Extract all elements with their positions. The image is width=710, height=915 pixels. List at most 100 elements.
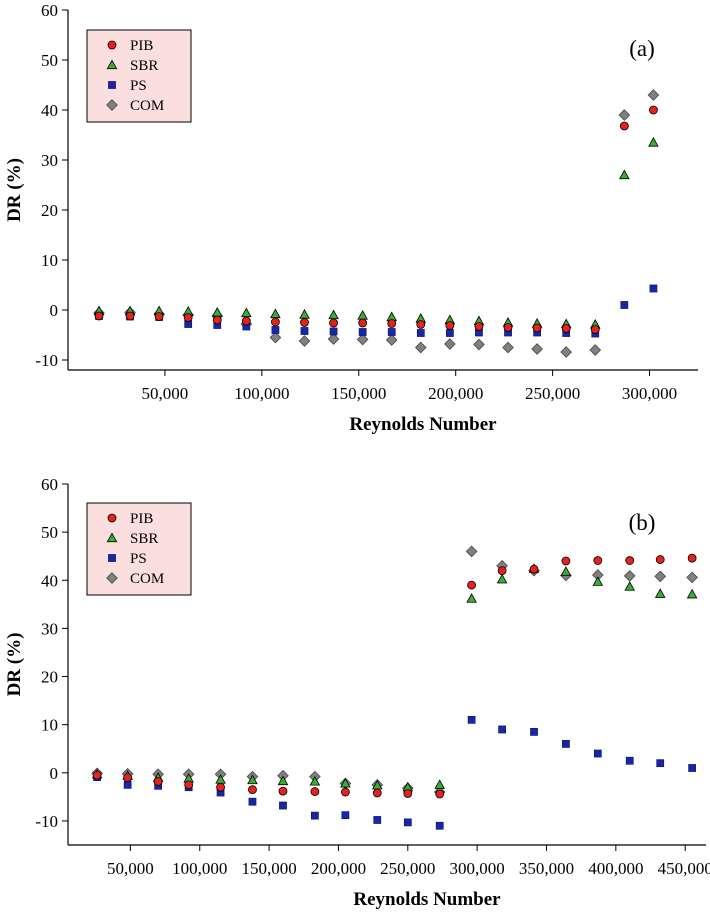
data-point-ps (656, 759, 665, 768)
legend-marker-pib (107, 513, 117, 523)
data-point-com (654, 570, 667, 583)
x-tick-label: 250,000 (525, 384, 580, 403)
chart-panel-a: -10 0 10 20 30 40 50 60 50,000 100,000 150,000 200,… (4, 1, 698, 435)
chart-panel-b: -10 0 10 20 30 40 50 60 50,000 100,000 150,000 200,… (4, 475, 710, 910)
y-tick-label: 0 (50, 764, 59, 783)
data-point-pib (561, 556, 571, 566)
data-point-pib (655, 555, 665, 564)
data-point-sbr (619, 169, 630, 180)
series-pib (94, 105, 658, 334)
data-point-pib (561, 324, 571, 333)
data-point-ps (467, 715, 476, 724)
data-point-pib (649, 105, 658, 115)
data-point-pib (532, 323, 542, 333)
x-tick-label: 50,000 (142, 384, 189, 403)
legend-label-pib: PIB (130, 38, 153, 54)
data-point-com (269, 331, 282, 344)
y-tick-label: 20 (41, 201, 58, 220)
data-point-pib (358, 318, 368, 328)
data-point-ps (416, 329, 425, 337)
data-point-com (385, 334, 398, 346)
x-tick-label: 300,000 (450, 859, 505, 878)
data-point-ps (649, 284, 658, 293)
data-point-com (502, 341, 514, 354)
data-point-com (647, 89, 660, 101)
data-point-sbr (270, 308, 281, 319)
data-point-sbr (466, 593, 477, 603)
y-tick-label: 10 (41, 716, 58, 735)
x-tick-label: 300,000 (622, 384, 677, 403)
series-ps (93, 715, 697, 830)
x-tick-label: 200,000 (428, 384, 483, 403)
data-point-ps (123, 780, 132, 789)
panel-label: (a) (629, 36, 655, 61)
data-point-pib (94, 311, 104, 321)
data-point-com (686, 571, 698, 584)
legend-label-sbr: SBR (130, 531, 158, 547)
data-point-ps (373, 816, 382, 824)
data-point-pib (529, 564, 539, 574)
data-point-ps (530, 728, 538, 736)
y-axis-title: DR (%) (4, 158, 25, 222)
y-tick-label: 0 (50, 301, 59, 320)
data-point-pib (125, 311, 135, 321)
data-point-pib (416, 320, 426, 329)
data-point-sbr (309, 776, 321, 786)
data-point-pib (300, 318, 309, 327)
data-point-com (444, 338, 456, 350)
data-point-pib (329, 318, 338, 328)
data-point-sbr (686, 588, 698, 599)
data-point-com (623, 570, 636, 582)
data-point-pib (435, 789, 445, 799)
y-tick-label: 30 (41, 619, 58, 638)
y-tick-label: 40 (41, 101, 58, 120)
series-com (93, 89, 660, 358)
data-point-ps (358, 328, 367, 336)
data-point-pib (216, 782, 225, 792)
data-point-pib (372, 788, 382, 798)
data-point-pib (619, 121, 629, 131)
data-point-ps (311, 811, 319, 820)
legend-marker-ps (108, 81, 116, 89)
data-point-ps (562, 740, 570, 748)
data-point-pib (497, 566, 507, 576)
series-pib (92, 553, 697, 799)
y-tick-label: 40 (41, 571, 58, 590)
y-tick-label: 60 (41, 1, 58, 20)
legend-marker-com (106, 572, 118, 584)
data-point-sbr (247, 774, 258, 785)
data-point-pib (590, 325, 600, 334)
legend: PIB SBR PS COM (86, 502, 192, 596)
x-tick-label: 350,000 (519, 859, 574, 878)
data-point-pib (123, 773, 133, 783)
data-point-ps (498, 725, 506, 734)
y-tick-label: 60 (41, 475, 58, 494)
legend-label-ps: PS (130, 551, 147, 567)
data-point-ps (248, 797, 257, 806)
x-tick-label: 200,000 (311, 859, 366, 878)
y-tick-label: -10 (35, 812, 58, 831)
x-tick-label: 250,000 (380, 859, 435, 878)
data-point-pib (241, 316, 251, 326)
data-point-pib (278, 786, 288, 796)
x-tick-label: 150,000 (241, 859, 296, 878)
data-point-pib (387, 319, 397, 328)
x-tick-label: 50,000 (107, 859, 154, 878)
y-tick-label: 30 (41, 151, 58, 170)
panel-label: (b) (629, 510, 656, 535)
data-point-com (327, 333, 340, 345)
data-point-pib (183, 313, 193, 322)
data-point-ps (300, 327, 309, 335)
series-ps (95, 284, 658, 338)
data-point-ps (341, 811, 350, 820)
data-point-com (618, 109, 631, 121)
legend-label-com: COM (130, 98, 164, 114)
data-point-pib (593, 556, 603, 565)
data-point-pib (154, 312, 164, 321)
x-tick-label: 450,000 (658, 859, 710, 878)
data-point-pib (503, 323, 513, 332)
x-axis-title: Reynolds Number (353, 889, 501, 910)
data-point-ps (329, 327, 338, 336)
data-point-sbr (241, 307, 252, 318)
series-sbr (91, 563, 698, 792)
